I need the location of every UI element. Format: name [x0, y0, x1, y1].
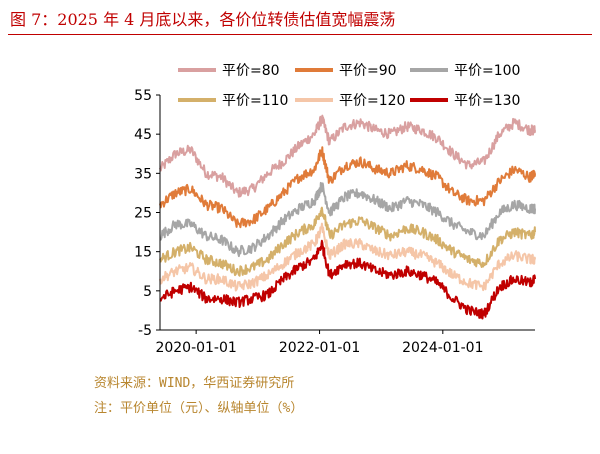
y-tick-label: -5	[138, 323, 152, 339]
legend-label-5: 平价=130	[454, 93, 520, 109]
legend-label-3: 平价=110	[222, 93, 288, 109]
series-line-4	[159, 222, 536, 292]
series-line-2	[159, 181, 536, 258]
chart-axes: -5 5 15 25 35 45 55 2020-01-01 2022-01-01 2024-01…	[134, 88, 535, 356]
legend-label-2: 平价=100	[454, 63, 520, 79]
legend-label-0: 平价=80	[222, 63, 280, 79]
y-tick-label: 45	[134, 127, 152, 143]
x-tick-label: 2020-01-01	[155, 340, 236, 356]
series-line-1	[159, 146, 536, 229]
legend-label-4: 平价=120	[339, 93, 405, 109]
title-divider	[8, 34, 592, 35]
legend-label-1: 平价=90	[339, 63, 397, 79]
chart-legend: 平价=80 平价=90 平价=100 平价=110 平价=120 平价=130	[178, 63, 520, 109]
chart-title: 图 7：2025 年 4 月底以来，各价位转债估值宽幅震荡	[10, 10, 396, 29]
series-line-3	[159, 206, 536, 277]
y-tick-label: 55	[134, 88, 152, 104]
y-tick-label: 15	[134, 245, 152, 261]
y-tick-label: 25	[134, 206, 152, 222]
x-tick-label: 2024-01-01	[402, 340, 483, 356]
series-line-0	[159, 114, 536, 198]
plot-area	[159, 114, 536, 320]
unit-note: 注：平价单位（元）、纵轴单位（%）	[94, 401, 304, 416]
y-tick-label: 5	[143, 284, 152, 300]
source-note: 资料来源：WIND，华西证券研究所	[94, 376, 295, 391]
y-tick-label: 35	[134, 166, 152, 182]
series-line-5	[159, 239, 536, 320]
x-tick-label: 2022-01-01	[279, 340, 360, 356]
